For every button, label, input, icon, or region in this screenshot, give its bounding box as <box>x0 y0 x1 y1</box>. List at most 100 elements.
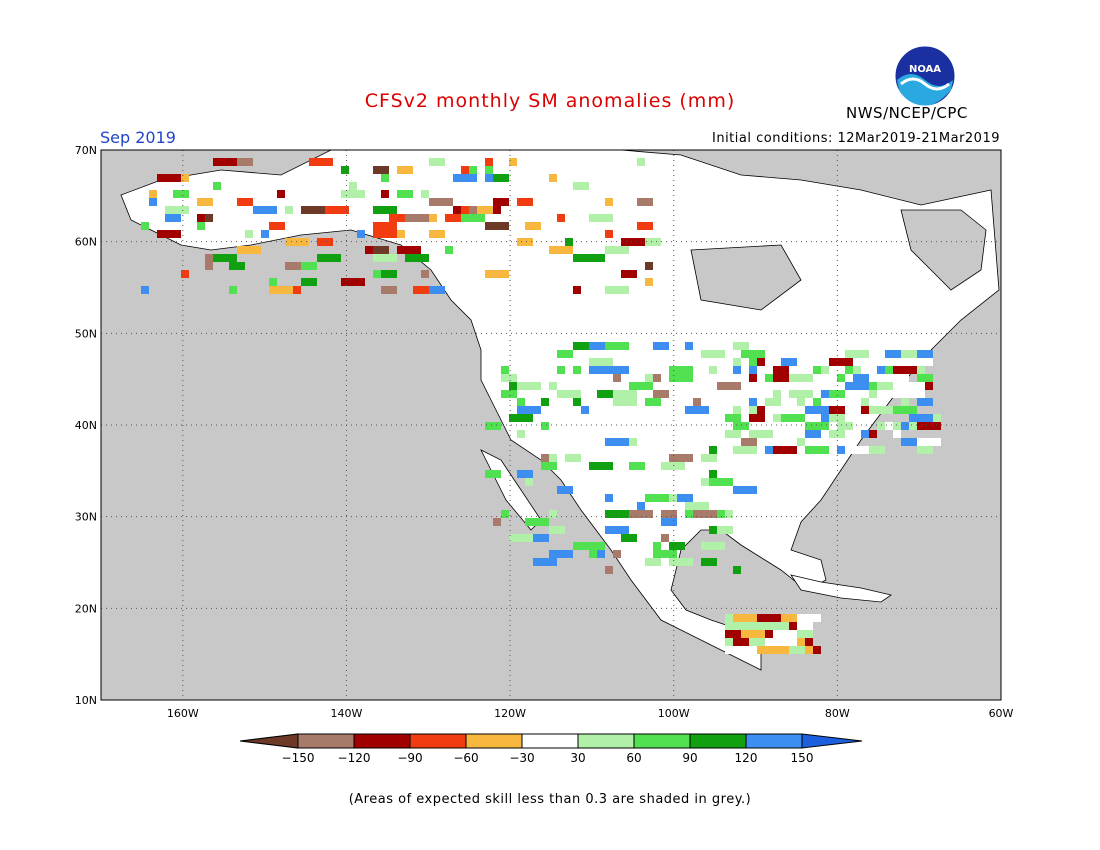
anomaly-cell <box>501 390 517 398</box>
anomaly-cell <box>893 366 917 374</box>
colorbar-tick-label: 90 <box>682 751 697 765</box>
anomaly-cell <box>605 526 629 534</box>
anomaly-cell <box>605 494 613 502</box>
anomaly-cell <box>581 406 589 414</box>
anomaly-cell <box>781 630 797 638</box>
anomaly-cell <box>613 374 621 382</box>
anomaly-cell <box>773 390 781 398</box>
anomaly-cell <box>733 342 749 350</box>
anomaly-cell <box>413 286 429 294</box>
anomaly-cell <box>405 214 429 222</box>
lat-label: 60N <box>75 236 97 249</box>
anomaly-cell <box>845 382 869 390</box>
anomaly-cell <box>653 390 669 398</box>
anomaly-cell <box>805 430 821 438</box>
anomaly-cell <box>549 174 557 182</box>
anomaly-cell <box>573 398 581 406</box>
anomaly-cell <box>205 254 213 262</box>
anomaly-cell <box>461 214 485 222</box>
anomaly-cell <box>573 342 597 350</box>
anomaly-cell <box>165 206 189 214</box>
anomaly-cell <box>789 374 813 382</box>
anomaly-cell <box>765 398 781 406</box>
anomaly-cell <box>853 358 877 366</box>
anomaly-cell <box>661 518 677 526</box>
anomaly-cell <box>157 230 181 238</box>
colorbar-box <box>521 733 579 749</box>
anomaly-cell <box>877 374 893 382</box>
anomaly-cell <box>797 614 821 622</box>
anomaly-cell <box>797 398 805 406</box>
anomaly-cell <box>629 382 653 390</box>
anomaly-cell <box>373 166 389 174</box>
anomaly-cell <box>301 278 317 286</box>
anomaly-cell <box>757 358 765 366</box>
map-frame <box>100 149 1002 701</box>
anomaly-cell <box>469 166 477 174</box>
anomaly-cell <box>469 206 493 214</box>
anomaly-cell <box>317 238 333 246</box>
anomaly-cell <box>749 638 773 646</box>
anomaly-cell <box>397 190 413 198</box>
anomaly-cell <box>789 390 805 398</box>
anomaly-cell <box>397 166 413 174</box>
anomaly-cell <box>645 558 661 566</box>
anomaly-cell <box>733 566 741 574</box>
anomaly-cell <box>581 254 605 262</box>
anomaly-cell <box>773 638 797 646</box>
anomaly-cell <box>341 278 365 286</box>
anomaly-cell <box>229 262 245 270</box>
anomaly-cell <box>381 174 389 182</box>
anomaly-cell <box>573 366 581 374</box>
anomaly-cell <box>557 214 565 222</box>
initial-conditions-label: Initial conditions: 12Mar2019-21Mar2019 <box>712 131 1000 146</box>
anomaly-cell <box>485 174 493 182</box>
anomaly-cell <box>605 230 613 238</box>
anomaly-cell <box>269 278 277 286</box>
lon-label: 100W <box>658 707 690 720</box>
anomaly-cell <box>917 366 925 374</box>
anomaly-cell <box>877 422 885 430</box>
colorbar-tick-label: −30 <box>509 751 534 765</box>
anomaly-cell <box>341 166 349 174</box>
anomaly-cell <box>525 518 549 526</box>
colorbar-tick-label: 30 <box>570 751 585 765</box>
anomaly-cell <box>373 230 397 238</box>
anomaly-cell <box>829 390 845 398</box>
anomaly-cell <box>589 214 613 222</box>
anomaly-cell <box>645 238 661 246</box>
lon-label: 120W <box>494 707 526 720</box>
anomaly-cell <box>549 526 565 534</box>
anomaly-cell <box>277 190 285 198</box>
anomaly-cell <box>781 414 805 422</box>
hudson-bay <box>690 244 802 311</box>
anomaly-cell <box>717 510 725 518</box>
anomaly-cell <box>181 174 189 182</box>
anomaly-cell <box>669 366 693 374</box>
anomaly-cell <box>837 422 853 430</box>
anomaly-cell <box>765 622 789 630</box>
logo-text: NOAA <box>909 64 941 75</box>
anomaly-cell <box>549 550 573 558</box>
lat-label: 20N <box>75 602 97 615</box>
colorbar-box <box>689 733 747 749</box>
anomaly-cell <box>141 286 149 294</box>
anomaly-cell <box>637 222 653 230</box>
anomaly-cell <box>525 478 533 486</box>
anomaly-cell <box>205 214 213 222</box>
anomaly-cell <box>589 366 605 374</box>
anomaly-cell <box>733 446 757 454</box>
anomaly-cell <box>829 414 845 422</box>
anomaly-cell <box>365 246 389 254</box>
anomaly-cell <box>813 366 821 374</box>
anomaly-cell <box>733 406 741 414</box>
anomaly-cell <box>917 446 933 454</box>
anomaly-cell <box>469 206 477 214</box>
anomaly-cell <box>293 286 301 294</box>
anomaly-cell <box>701 350 725 358</box>
anomaly-cell <box>309 158 333 166</box>
anomaly-cell <box>749 374 757 382</box>
anomaly-cell <box>301 262 317 270</box>
anomaly-cell <box>845 446 869 454</box>
anomaly-cell <box>605 510 629 518</box>
